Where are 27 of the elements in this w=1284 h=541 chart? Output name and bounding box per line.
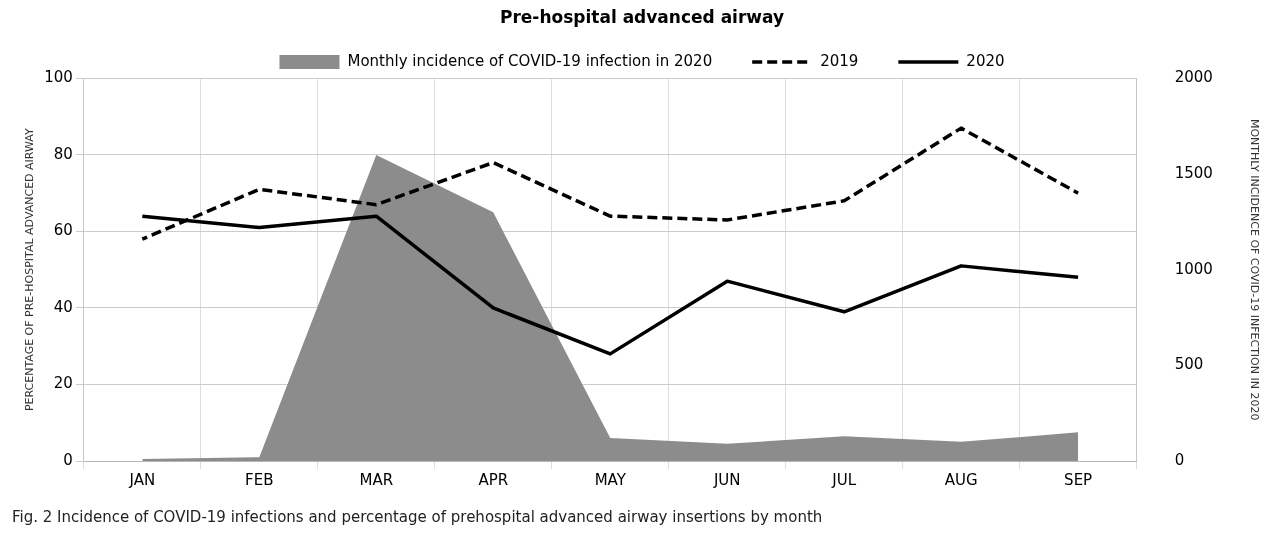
x-tick-label: JUN	[712, 470, 741, 489]
x-tick-label: APR	[478, 470, 509, 489]
y2-tick-label: 2000	[1174, 68, 1213, 87]
y2-tick-label: 1000	[1174, 259, 1213, 278]
y-tick-label: 60	[53, 221, 73, 240]
x-tick-label: JAN	[128, 470, 156, 489]
y2-axis-title: MONTHLY INCIDENCE OF COVID-19 INFECTION IN 2020	[1247, 118, 1261, 421]
x-tick-label: FEB	[245, 470, 274, 489]
y-tick-label: 80	[53, 144, 73, 163]
y2-tick-label: 500	[1174, 355, 1204, 374]
y-tick-label: 100	[44, 68, 73, 87]
y2-tick-label: 1500	[1174, 163, 1213, 182]
x-tick-label: JUL	[831, 470, 857, 489]
x-tick-label: AUG	[944, 470, 978, 489]
y-tick-label: 40	[53, 297, 73, 316]
caption: Fig. 2 Incidence of COVID-19 infections and percentage of prehospital advanced airway insertions by month	[12, 508, 823, 526]
legend-label: 2019	[820, 51, 859, 70]
legend-label: 2020	[966, 51, 1005, 70]
y2-tick-label: 0	[1174, 450, 1185, 469]
x-tick-label: SEP	[1064, 470, 1093, 489]
legend-label: Monthly incidence of COVID-19 infection in 2020	[347, 51, 713, 70]
y-axis-title: PERCENTAGE OF PRE-HOSPITAL ADVANCED AIRWAY	[23, 128, 37, 412]
y-tick-label: 0	[63, 450, 73, 469]
x-tick-label: MAY	[594, 470, 627, 489]
y-tick-label: 20	[53, 374, 73, 393]
x-tick-label: MAR	[359, 470, 394, 489]
chart-title: Pre-hospital advanced airway	[499, 6, 785, 27]
